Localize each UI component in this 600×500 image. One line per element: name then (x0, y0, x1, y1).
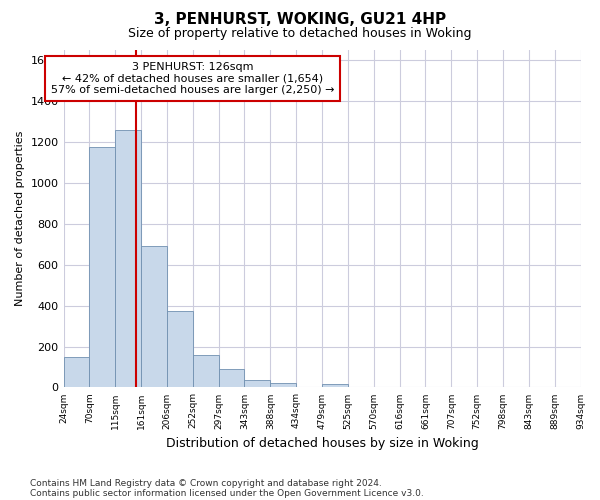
Bar (141, 246, 167, 388)
Text: Contains HM Land Registry data © Crown copyright and database right 2024.: Contains HM Land Registry data © Crown c… (30, 478, 382, 488)
Bar (193, 354, 218, 388)
X-axis label: Distribution of detached houses by size in Woking: Distribution of detached houses by size … (166, 437, 478, 450)
Bar (167, 310, 193, 388)
Text: 3, PENHURST, WOKING, GU21 4HP: 3, PENHURST, WOKING, GU21 4HP (154, 12, 446, 28)
Bar (89, 147, 115, 388)
Bar (218, 369, 244, 388)
Bar (244, 380, 271, 388)
Bar (64, 357, 89, 388)
Bar (322, 384, 348, 388)
Text: Size of property relative to detached houses in Woking: Size of property relative to detached ho… (128, 28, 472, 40)
Text: 3 PENHURST: 126sqm
← 42% of detached houses are smaller (1,654)
57% of semi-deta: 3 PENHURST: 126sqm ← 42% of detached hou… (51, 62, 335, 95)
Bar (115, 130, 141, 388)
Text: Contains public sector information licensed under the Open Government Licence v3: Contains public sector information licen… (30, 488, 424, 498)
Y-axis label: Number of detached properties: Number of detached properties (15, 131, 25, 306)
Bar (271, 384, 296, 388)
